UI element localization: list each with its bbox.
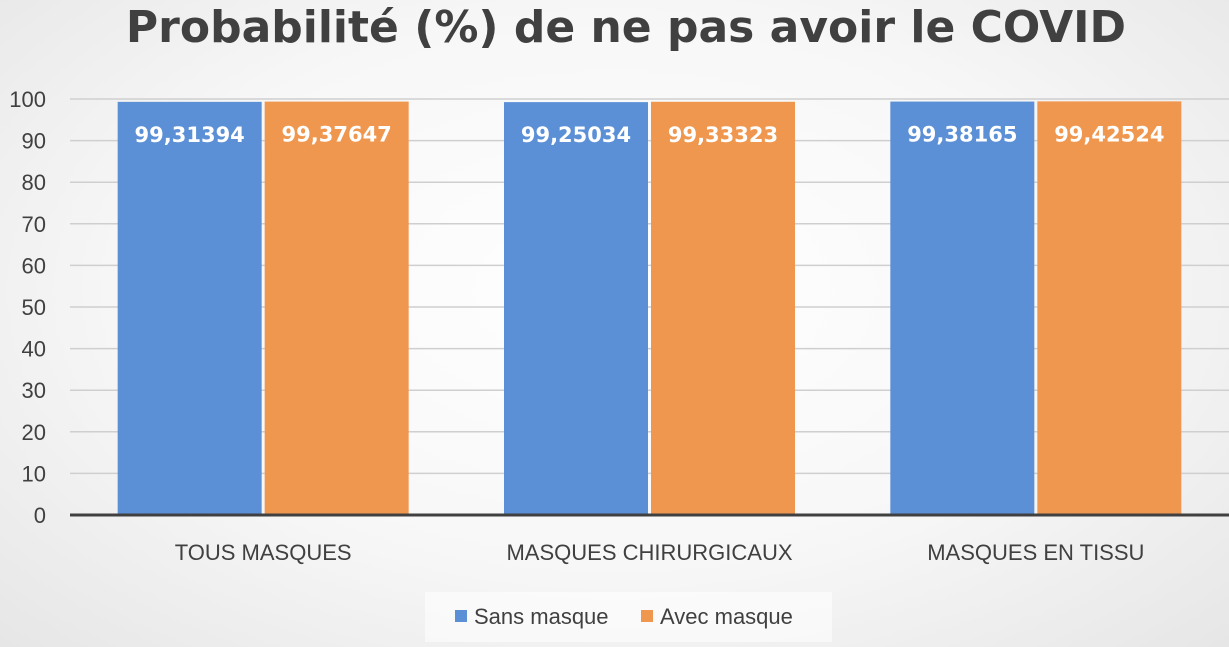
data-label: 99,38165 <box>907 123 1017 147</box>
legend-label: Avec masque <box>660 604 793 629</box>
y-tick-label: 0 <box>34 503 46 528</box>
legend: Sans masque Avec masque <box>425 592 832 642</box>
data-label: 99,33323 <box>668 123 778 147</box>
x-category-label: MASQUES CHIRURGICAUX <box>506 540 792 565</box>
chart-title: Probabilité (%) de ne pas avoir le COVID <box>126 2 1126 53</box>
bar-sans-masque <box>504 102 648 515</box>
gridlines <box>70 98 1229 475</box>
y-tick-label: 50 <box>22 295 46 320</box>
data-label: 99,42524 <box>1054 122 1164 146</box>
legend-box <box>425 592 832 642</box>
bar-avec-masque <box>651 101 795 515</box>
y-tick-label: 10 <box>22 461 46 486</box>
x-category-label: TOUS MASQUES <box>175 540 352 565</box>
y-tick-label: 30 <box>22 378 46 403</box>
y-tick-label: 40 <box>22 337 46 362</box>
legend-swatch <box>455 610 467 622</box>
bar-sans-masque <box>890 101 1035 516</box>
bar-avec-masque <box>1037 101 1182 516</box>
y-tick-label: 90 <box>22 129 46 154</box>
bars <box>117 101 1182 516</box>
y-axis-tick-labels: 0 10 20 30 40 50 60 70 80 90 100 <box>9 87 46 528</box>
data-label: 99,37647 <box>282 123 392 147</box>
bar-avec-masque <box>264 101 409 516</box>
data-label: 99,31394 <box>135 123 245 147</box>
legend-swatch <box>641 610 653 622</box>
y-tick-label: 70 <box>22 212 46 237</box>
y-tick-label: 80 <box>22 170 46 195</box>
bar-sans-masque <box>117 101 262 516</box>
x-category-label: MASQUES EN TISSU <box>927 540 1144 565</box>
y-tick-label: 100 <box>9 87 46 112</box>
data-labels: 99,31394 99,37647 99,25034 99,33323 99,38165… <box>135 122 1165 147</box>
x-axis-category-labels: TOUS MASQUES MASQUES CHIRURGICAUX MASQUES … <box>175 540 1145 565</box>
legend-label: Sans masque <box>474 604 609 629</box>
y-tick-label: 60 <box>22 253 46 278</box>
y-tick-label: 20 <box>22 420 46 445</box>
data-label: 99,25034 <box>521 123 631 147</box>
